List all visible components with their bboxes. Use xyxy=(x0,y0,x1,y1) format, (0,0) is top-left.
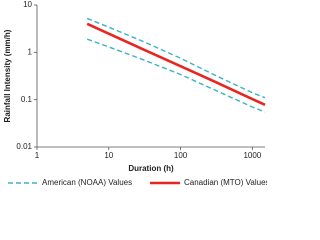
x-tick-label: 1 xyxy=(35,151,40,160)
x-axis-title: Duration (h) xyxy=(128,164,174,173)
page: {"chart_data": {"type": "line", "x_label… xyxy=(3,0,267,188)
x-tick-label: 10 xyxy=(104,151,113,160)
series-line xyxy=(86,38,266,113)
y-axis-title: Rainfall Intensity (mm/h) xyxy=(3,29,12,122)
series-line xyxy=(86,22,266,106)
y-tick-label: 10 xyxy=(23,0,32,9)
x-tick-label: 1000 xyxy=(243,151,261,160)
y-tick-label: 0.1 xyxy=(21,95,33,104)
x-tick-label: 100 xyxy=(174,151,188,160)
legend-label: Canadian (MTO) Values xyxy=(184,178,267,187)
chart: Duration (h) Rainfall Intensity (mm/h) 0… xyxy=(3,0,267,187)
y-tick-label: 0.01 xyxy=(16,142,32,151)
series-line xyxy=(86,17,266,99)
legend-label: American (NOAA) Values xyxy=(42,178,132,187)
y-tick-label: 1 xyxy=(28,47,33,56)
